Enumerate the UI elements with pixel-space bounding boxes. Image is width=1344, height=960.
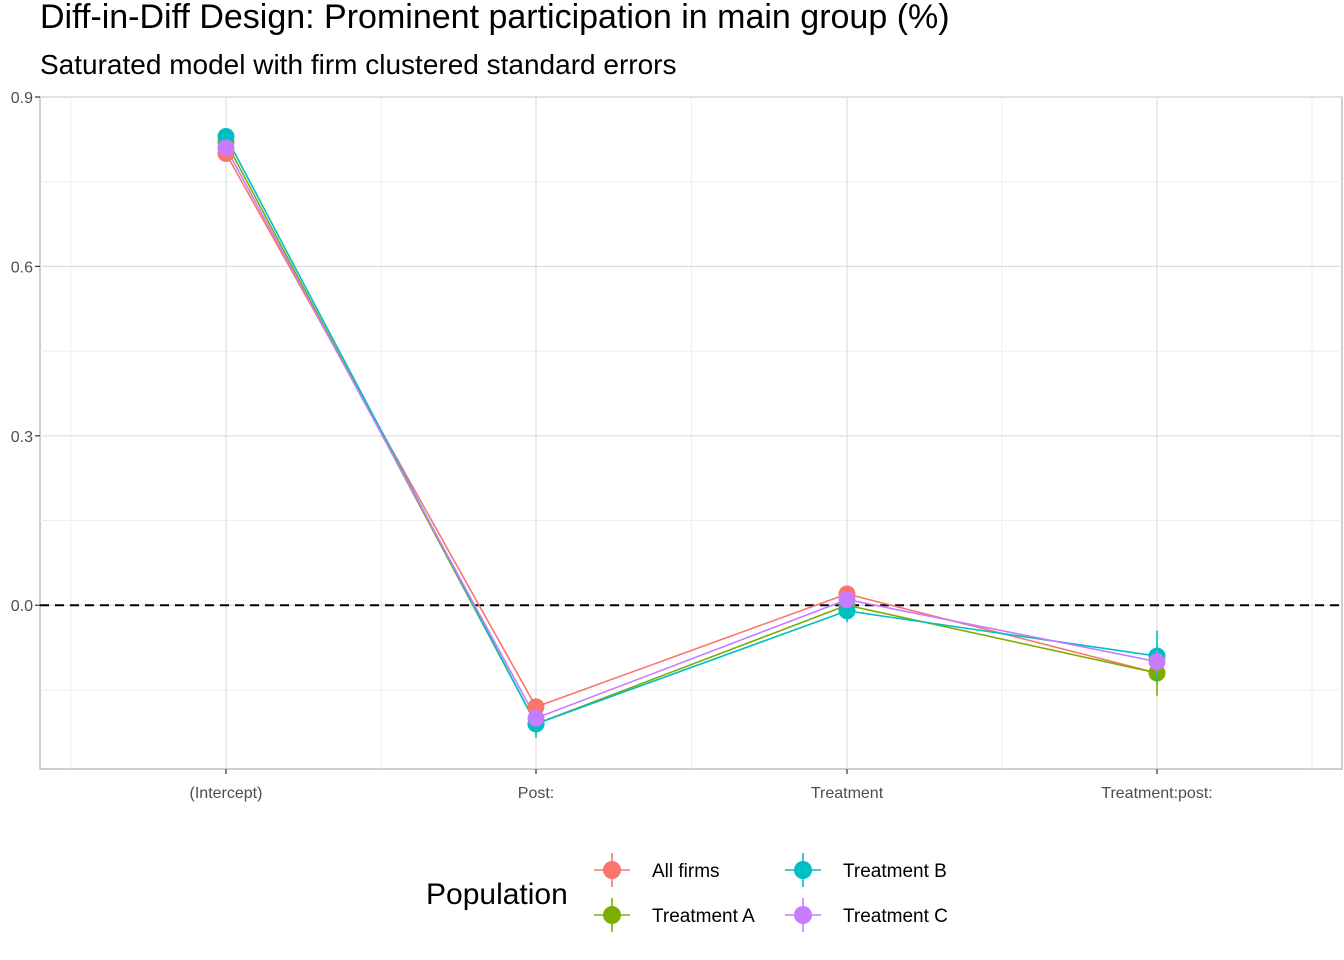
legend-label: Treatment C bbox=[843, 906, 948, 927]
y-tick-label: 0.3 bbox=[11, 429, 33, 446]
x-tick-label: Treatment bbox=[811, 785, 884, 802]
legend-label: All firms bbox=[652, 861, 720, 882]
series-line bbox=[225, 147, 1158, 720]
legend-key-point bbox=[794, 861, 812, 879]
data-point bbox=[217, 139, 235, 157]
y-tick-label: 0.9 bbox=[11, 90, 33, 107]
series-points bbox=[217, 128, 1166, 738]
y-tick-label: 0.0 bbox=[11, 598, 33, 615]
x-tick-label: (Intercept) bbox=[190, 785, 263, 802]
legend-label: Treatment A bbox=[652, 906, 755, 927]
legend-key-point bbox=[603, 861, 621, 879]
x-tick-label: Treatment:post: bbox=[1101, 785, 1212, 802]
data-point bbox=[838, 591, 856, 609]
legend-title: Population bbox=[426, 878, 568, 911]
series-line bbox=[225, 136, 1158, 725]
legend-key-point bbox=[603, 906, 621, 924]
chart-title: Diff-in-Diff Design: Prominent participa… bbox=[40, 0, 950, 36]
y-tick-label: 0.6 bbox=[11, 259, 33, 276]
data-point bbox=[527, 709, 545, 727]
x-tick-label: Post: bbox=[518, 785, 554, 802]
x-axis: (Intercept) Post: Treatment Treatment:post: bbox=[190, 769, 1213, 802]
legend-items: All firms Treatment A Treatment B Treatment… bbox=[594, 853, 948, 932]
legend: Population All firms Treatment A Treatment… bbox=[426, 853, 948, 932]
legend-key-point bbox=[794, 906, 812, 924]
grid-minor bbox=[40, 97, 1342, 769]
data-point bbox=[1148, 653, 1166, 671]
chart-subtitle: Saturated model with firm clustered stan… bbox=[40, 49, 677, 80]
legend-label: Treatment B bbox=[843, 861, 947, 882]
series-lines bbox=[225, 136, 1158, 725]
y-axis: 0.0 0.3 0.6 0.9 bbox=[11, 90, 40, 615]
plot-panel bbox=[39, 96, 1343, 770]
